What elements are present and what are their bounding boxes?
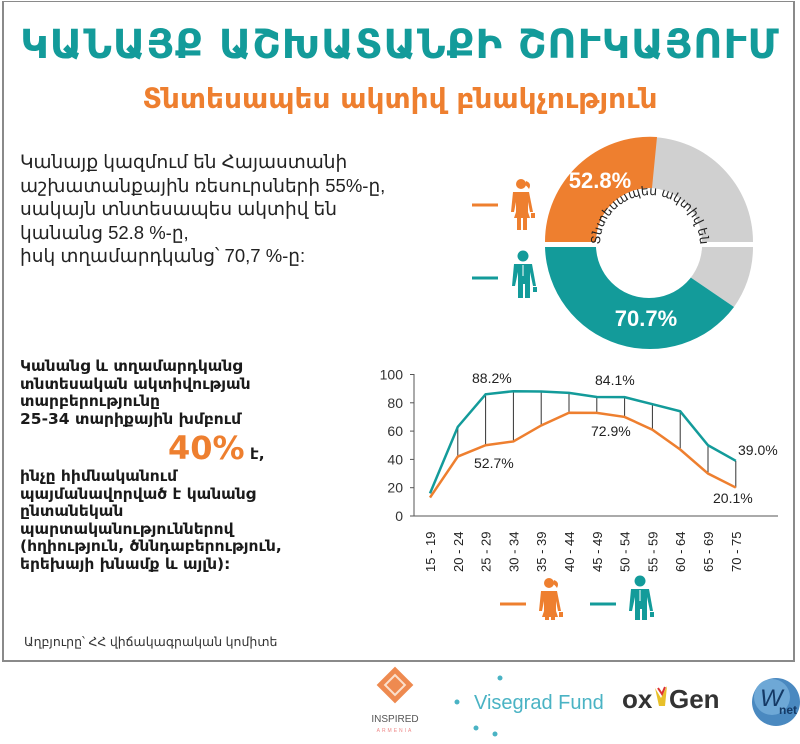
- donut-chart: 52.8% 70.7% Տնտեսապես ակտիվ են: [472, 136, 753, 350]
- data-label: 72.9%: [591, 423, 631, 439]
- gap-value: 40%: [168, 429, 245, 467]
- legend-man-icon: [629, 575, 654, 620]
- oxygen-logo: ox Gen: [622, 684, 720, 714]
- gap-line: պարտականություններով: [20, 519, 234, 538]
- y-tick-label: 0: [395, 508, 403, 524]
- women-series-line: [428, 411, 737, 499]
- x-tick-label: 55 - 59: [645, 532, 660, 572]
- x-tick-label: 15 - 19: [423, 532, 438, 572]
- x-tick-label: 30 - 34: [506, 532, 521, 572]
- gap-line: Կանանց և տղամարդկանց: [20, 357, 243, 375]
- activity-line-chart: 0 20 40 60 80 100 88.2% 52.7% 84.1% 72.9% 39.0% 20…: [380, 367, 778, 620]
- svg-text:W: W: [760, 685, 785, 712]
- source-note: Աղբյուրը՝ ՀՀ վիճակագրական կոմիտե: [24, 635, 278, 649]
- donut-men-inactive: [690, 247, 753, 307]
- wnet-logo: W net: [752, 678, 800, 726]
- intro-line: իսկ տղամարդկանց՝ 70,7 %-ը:: [20, 245, 306, 266]
- intro-line: աշխատանքային ռեսուրսների 55%-ը,: [20, 174, 386, 196]
- svg-text:ARMENIA: ARMENIA: [377, 728, 414, 734]
- svg-text:Gen: Gen: [669, 684, 720, 714]
- donut-women-active: [544, 136, 657, 242]
- legend-woman-icon: [539, 578, 563, 620]
- man-icon: [512, 250, 537, 298]
- visegrad-fund-logo: Visegrad Fund: [454, 675, 604, 737]
- gap-line: տնտեսական ակտիվության: [20, 374, 251, 393]
- gap-line: տարբերությունը: [20, 392, 161, 410]
- intro-line: սակայն տնտեսապես ակտիվ են: [20, 198, 338, 219]
- donut-women-label: 52.8%: [569, 168, 631, 193]
- donut-men-active: [545, 247, 734, 350]
- difference-lines: [457, 391, 737, 488]
- svg-text:INSPIRED: INSPIRED: [371, 714, 418, 725]
- gap-line: (հղիություն, ծննդաբերություն,: [20, 537, 282, 555]
- svg-text:Visegrad Fund: Visegrad Fund: [474, 692, 604, 714]
- data-label: 20.1%: [713, 490, 753, 506]
- y-axis: 0 20 40 60 80 100: [380, 367, 415, 524]
- intro-line: կանանց 52.8 %-ը,: [20, 221, 189, 243]
- men-series-line: [428, 389, 737, 494]
- intro-text: Կանայք կազմում են Հայաստանի աշխատանքային…: [20, 150, 420, 268]
- intro-line: Կանայք կազմում են Հայաստանի: [20, 151, 348, 172]
- woman-icon: [511, 179, 535, 230]
- x-tick-label: 35 - 39: [534, 532, 549, 572]
- y-tick-label: 100: [380, 367, 404, 383]
- data-labels: 88.2% 52.7% 84.1% 72.9% 39.0% 20.1%: [472, 370, 778, 506]
- x-tick-label: 25 - 29: [479, 532, 494, 572]
- y-tick-label: 80: [387, 395, 403, 411]
- donut-men-label: 70.7%: [615, 306, 677, 331]
- x-tick-label: 40 - 44: [562, 532, 577, 572]
- gap-value-line: 40% է,: [20, 428, 370, 468]
- gap-explanation: Կանանց և տղամարդկանց տնտեսական ակտիվությ…: [20, 357, 370, 573]
- gap-line: 25-34 տարիքային խմբում: [20, 409, 242, 428]
- x-tick-label: 60 - 64: [673, 532, 688, 572]
- data-label: 84.1%: [595, 372, 635, 388]
- svg-text:ox: ox: [622, 684, 653, 714]
- gap-value-suffix: է,: [244, 445, 265, 463]
- gap-line: երեխայի խնամք և այլն):: [20, 554, 231, 573]
- x-tick-label: 50 - 54: [618, 532, 633, 572]
- data-label: 39.0%: [738, 442, 778, 458]
- gap-line: ընտանեկան: [20, 502, 124, 520]
- svg-text:net: net: [779, 703, 797, 717]
- x-tick-label: 70 - 75: [729, 532, 744, 572]
- gap-line: պայմանավորված է կանանց: [20, 484, 256, 503]
- x-tick-label: 20 - 24: [451, 532, 466, 572]
- y-tick-label: 20: [387, 480, 403, 496]
- x-tick-label: 45 - 49: [590, 532, 605, 572]
- y-tick-label: 60: [387, 423, 403, 439]
- x-tick-labels: 15 - 19 20 - 24 25 - 29 30 - 34 35 - 39 40 - …: [423, 532, 744, 572]
- donut-women-inactive: [648, 137, 753, 242]
- x-tick-label: 65 - 69: [701, 532, 716, 572]
- partner-logos: INSPIRED ARMENIA Visegrad Fund ox Gen W …: [371, 666, 800, 737]
- page-subtitle: Տնտեսապես ակտիվ բնակչություն: [142, 82, 658, 115]
- page-title: ԿԱՆԱՅՔ ԱՇԽԱՏԱՆՔԻ ՇՈՒԿԱՅՈՒՄ: [20, 22, 780, 68]
- gap-line: ինչը հիմնականում: [20, 467, 178, 485]
- data-label: 88.2%: [472, 370, 512, 386]
- data-label: 52.7%: [474, 455, 514, 471]
- inspired-armenia-logo: INSPIRED ARMENIA: [371, 666, 419, 734]
- y-tick-label: 40: [387, 451, 403, 467]
